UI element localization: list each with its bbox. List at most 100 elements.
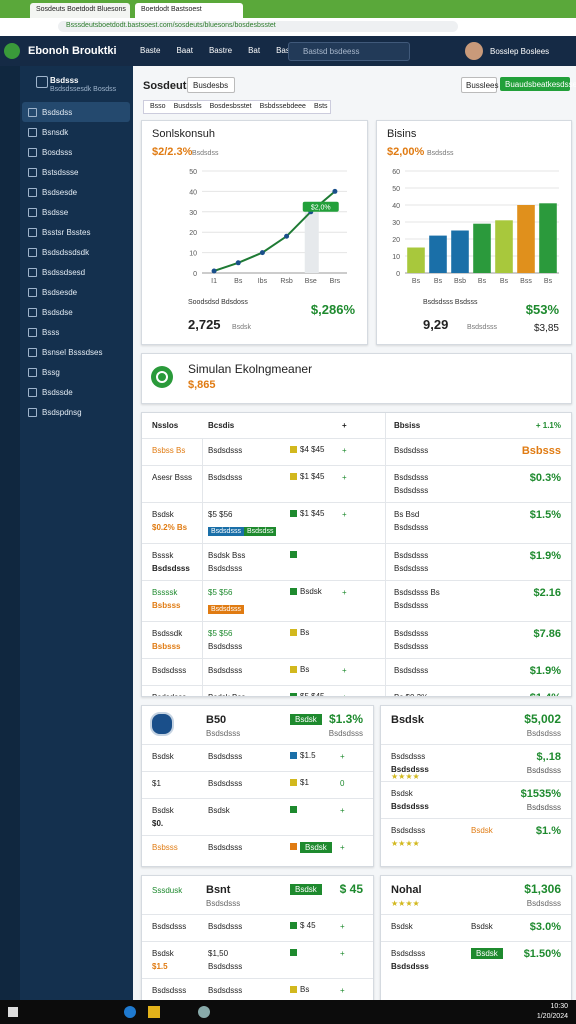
menu-label: Bsstsr Bsstes <box>42 228 91 237</box>
x-tick-label: Bs <box>500 278 509 285</box>
row-name: Bsdsk <box>152 949 174 958</box>
card-value: $ 45 <box>339 882 363 896</box>
nav-item[interactable]: Bastre <box>208 46 233 55</box>
summary-card: Simulan Ekolngmeaner $,865 <box>141 353 572 404</box>
row-desc-2: Bsdsdsss <box>208 564 243 573</box>
tag-label: $ 45 <box>300 921 316 930</box>
card-title: Nohal <box>391 884 422 896</box>
x-tick-label: Bs <box>434 278 443 285</box>
row: Bsbsss Bsdsdsss Bsdsk + <box>142 835 373 862</box>
menu-item[interactable]: Bsnsdk <box>22 122 130 142</box>
card: Sssdusk Bsnt Bsdsdsss Bsdsk $ 45 Bsdsdsss Bsds… <box>141 875 374 1002</box>
y-tick-label: 20 <box>392 237 400 244</box>
row-amount: $1.9% <box>529 550 561 562</box>
card: B50 Bsdsdsss Bsdsk $1.3% Bsdsdsss Bsdsk Bsdsds… <box>141 705 374 867</box>
row: Asesr Bsss Bsdsdsss $1 $45 + Bsdsdsss Bsdsdss… <box>142 465 571 502</box>
row: $1 Bsdsdsss $1 0 <box>142 771 373 798</box>
clock-date: 1/20/2024 <box>536 1013 568 1020</box>
tab[interactable]: Boetdodt Bastsoest <box>135 3 243 18</box>
menu-item[interactable]: Bsdssdsesd <box>22 262 130 282</box>
y-tick-label: 40 <box>189 189 197 196</box>
start-button[interactable] <box>8 1007 18 1017</box>
row-flag: + <box>342 446 347 455</box>
card-header: Bsdsk $5,002 Bsdsdsss <box>381 706 571 744</box>
row-name: Bsdsdsss <box>391 949 426 958</box>
row-amount: $1.5% <box>529 509 561 521</box>
tag-label: $1 $45 <box>300 472 325 481</box>
menu-item[interactable]: Bsstsr Bsstes <box>22 222 130 242</box>
chart-value-note: Bsdsdss <box>427 150 454 157</box>
menu-label: Bsdsdss <box>42 108 73 117</box>
page-title: Sosdeuts <box>143 80 193 92</box>
menu-item[interactable]: Bsdspdnsg <box>22 402 130 422</box>
card-badge: Bsdsk <box>290 884 322 895</box>
select[interactable]: Busslees <box>461 77 498 93</box>
nav-item[interactable]: Bat <box>248 46 261 55</box>
row-desc: Bsdsk Bss <box>208 551 246 560</box>
row-desc: Bsdsdsss <box>208 752 243 761</box>
tab[interactable]: Bsso <box>150 103 166 110</box>
row: Bsdsdsss Bsdsdsss $ 45 + <box>142 914 373 941</box>
filter[interactable]: Busdesbs <box>187 77 235 93</box>
row-name: Bsbss Bs <box>152 446 186 455</box>
row-desc-2: Bsdsdsss <box>208 962 243 971</box>
menu-item[interactable]: Bsdsse <box>22 202 130 222</box>
menu-icon <box>28 328 37 337</box>
y-tick-label: 10 <box>189 251 197 258</box>
menu-item[interactable]: Bsdsesde <box>22 182 130 202</box>
menu-item[interactable]: Bsdsesde <box>22 282 130 302</box>
row-right: Bs Bsd <box>394 510 420 519</box>
tab[interactable]: Bsbdssebdeee <box>259 103 306 110</box>
annotation: $2,0% <box>311 204 331 211</box>
row-amount: $2.16 <box>533 587 561 599</box>
url-field[interactable]: Bsssdeutsboetdodt.bastsoest.com/sosdeuts… <box>58 21 458 32</box>
card: Bsdsk $5,002 Bsdsdsss Bsdsdsss Bsdsdsss ★★★★ $… <box>380 705 572 867</box>
menu-item[interactable]: Bstsdssse <box>22 162 130 182</box>
row: Bsdsk Bsdsdsss $1.5 + <box>142 744 373 771</box>
table-header: Nsslos Bcsdis + Bbsiss + 1.1% <box>142 413 571 438</box>
card-value: $1,306 <box>524 882 561 896</box>
x-tick-label: Ibs <box>258 278 268 285</box>
menu-item[interactable]: Bssg <box>22 362 130 382</box>
card-value-sub: Bsdsdsss <box>328 729 363 738</box>
tab[interactable]: Busdssls <box>173 103 202 110</box>
button-label: Buaudsbeatkesdssee <box>505 80 576 89</box>
menu-item[interactable]: Bosdsss <box>22 142 130 162</box>
tab-bar: Sosdeuts Boetdodt Bluesons Boetdodt Bast… <box>0 0 576 18</box>
menu-item[interactable]: Bsdssde <box>22 382 130 402</box>
menu-item[interactable]: Bsnsel Bsssdses <box>22 342 130 362</box>
card-header: Sssdusk Bsnt Bsdsdsss Bsdsk $ 45 <box>142 876 373 914</box>
nav-item[interactable]: Baat <box>176 46 193 55</box>
menu-item[interactable]: Bsdsdss <box>22 102 130 122</box>
row-desc: Bsdsdsss <box>208 666 243 675</box>
address-bar: Bsssdeutsboetdodt.bastsoest.com/sosdeuts… <box>0 18 576 37</box>
app-icon[interactable] <box>198 1006 210 1018</box>
menu-item[interactable]: Bsdsdse <box>22 302 130 322</box>
chart-value: $2,00% <box>387 146 425 158</box>
nav-item[interactable]: Baste <box>140 46 161 55</box>
tag-square <box>290 922 297 929</box>
tab[interactable]: Sosdeuts Boetdodt Bluesons <box>30 3 130 18</box>
menu-item[interactable]: Bsdsdssdsdk <box>22 242 130 262</box>
table: Nsslos Bcsdis + Bbsiss + 1.1% Bsbss Bs Bsdsdss… <box>141 412 572 697</box>
avatar[interactable] <box>465 42 483 60</box>
row: Bsdsk Bsdsk $3.0% <box>381 914 571 941</box>
row-name: Asesr Bsss <box>152 473 193 482</box>
row-amount: $1.9% <box>529 665 561 677</box>
app-icon[interactable] <box>124 1006 136 1018</box>
row-name: Bsdsdsss <box>152 666 187 675</box>
tab[interactable]: Bsts <box>313 103 328 110</box>
search[interactable]: Bastsd bsdeess <box>288 42 410 61</box>
row-flag: + <box>340 922 345 931</box>
tab[interactable]: Bosdesbsstet <box>209 103 252 110</box>
row-right: Bsdsdsss <box>394 551 429 560</box>
tag-label: $4 $45 <box>300 445 325 454</box>
menu-item[interactable]: Bsss <box>22 322 130 342</box>
primary-button[interactable]: Buaudsbeatkesdssee <box>500 77 576 91</box>
row-right: Bsdsdsss <box>394 473 429 482</box>
app-icon[interactable] <box>148 1006 160 1018</box>
row-name: Bsdssdk <box>152 629 183 638</box>
x-tick-label: Bs <box>478 278 487 285</box>
point <box>284 233 290 239</box>
card: Nohal ★★★★ $1,306 Bsdsdsss Bsdsk Bsdsk $3.0% Bs… <box>380 875 572 1002</box>
